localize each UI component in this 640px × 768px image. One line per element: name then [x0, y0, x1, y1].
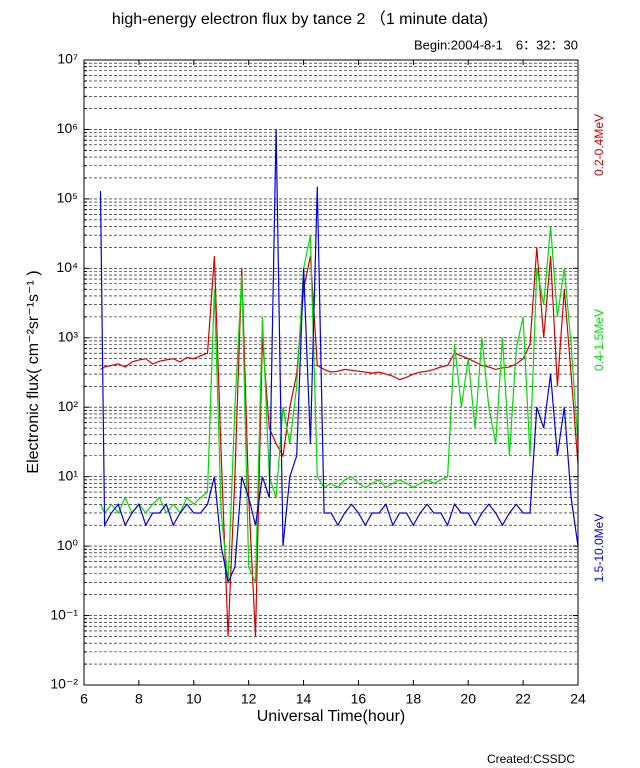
chart-title: high-energy electron flux by tance 2 （1 …	[112, 10, 488, 28]
x-tick-label: 10	[186, 691, 202, 707]
x-tick-label: 24	[570, 691, 586, 707]
y-axis-label: Electronic flux( cm⁻²sr⁻¹s⁻¹ )	[25, 270, 42, 473]
y-tick-label: 10¹	[58, 467, 79, 483]
y-tick-label: 10⁻²	[50, 676, 78, 692]
y-tick-label: 10⁴	[56, 259, 78, 275]
data-line	[99, 129, 579, 585]
x-tick-label: 8	[135, 691, 143, 707]
y-tick-label: 10⁻¹	[50, 606, 78, 622]
y-tick-label: 10⁰	[57, 537, 79, 553]
legend-label: 1.5-10.0MeV	[592, 514, 606, 583]
x-tick-label: 12	[241, 691, 257, 707]
y-tick-label: 10⁵	[57, 190, 78, 206]
y-tick-label: 10⁶	[57, 120, 78, 136]
x-tick-label: 20	[460, 691, 476, 707]
legend-label: 0.4-1.5MeV	[592, 309, 606, 371]
y-tick-label: 10⁷	[57, 51, 78, 67]
x-axis-label: Universal Time(hour)	[257, 708, 405, 725]
y-tick-label: 10³	[58, 328, 79, 344]
x-tick-label: 14	[296, 691, 312, 707]
y-tick-label: 10²	[58, 398, 79, 414]
data-line	[100, 247, 579, 637]
chart-subtitle: Begin:2004-8-1 6：32：30	[414, 37, 578, 52]
x-tick-label: 16	[351, 691, 367, 707]
x-tick-label: 18	[406, 691, 422, 707]
x-tick-label: 22	[515, 691, 531, 707]
plot-frame	[83, 59, 579, 686]
x-tick-label: 6	[80, 691, 88, 707]
legend-label: 0.2-0.4MeV	[592, 114, 606, 176]
footer: Created:CSSDC	[487, 752, 575, 766]
data-line	[99, 226, 579, 583]
